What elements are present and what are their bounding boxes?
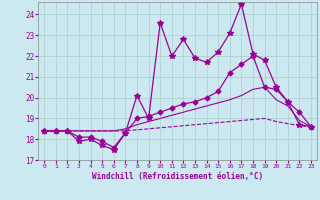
X-axis label: Windchill (Refroidissement éolien,°C): Windchill (Refroidissement éolien,°C): [92, 172, 263, 181]
